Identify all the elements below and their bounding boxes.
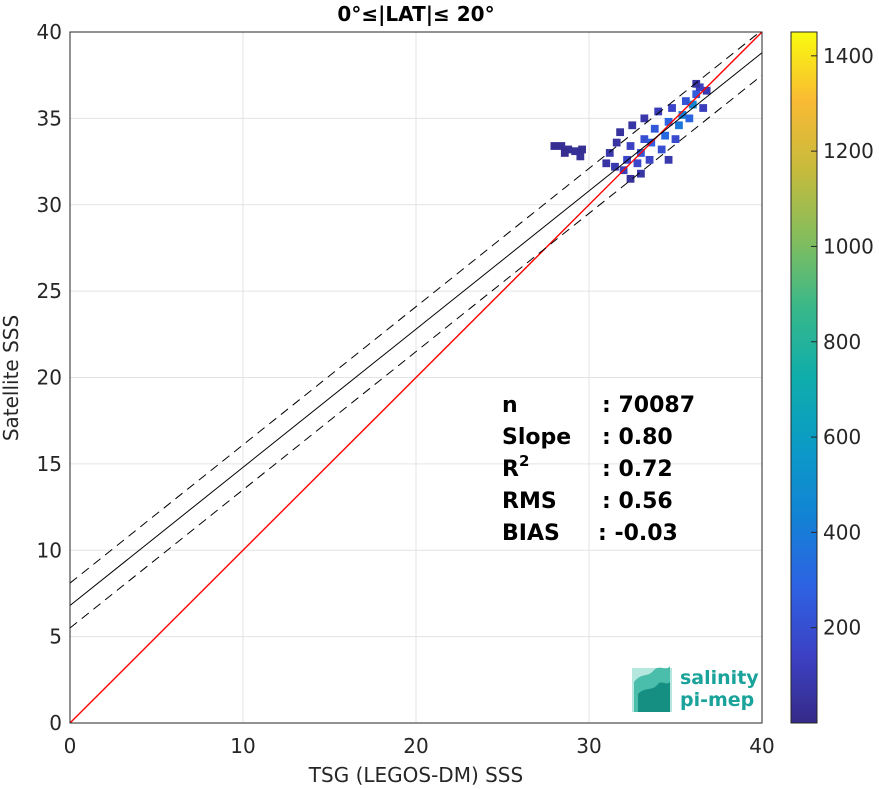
x-axis-label: TSG (LEGOS-DM) SSS <box>308 763 523 787</box>
colorbar-tick-label: 1000 <box>823 234 874 258</box>
x-tick-label: 10 <box>230 734 255 758</box>
colorbar-gradient <box>790 31 818 724</box>
colorbar: 200 400 600 800 1000 1200 1400 <box>790 31 874 724</box>
y-tick-label: 10 <box>37 538 62 562</box>
density-cell <box>626 142 635 150</box>
density-cell <box>664 155 673 164</box>
logo-line2: pi-mep <box>680 689 754 711</box>
stat-label: RMS <box>502 489 557 514</box>
colorbar-tick-label: 800 <box>823 330 861 354</box>
density-cell <box>637 169 645 178</box>
stat-value: : 0.56 <box>602 489 673 514</box>
plot-title: 0°≤|LAT|≤ 20° <box>337 2 494 26</box>
density-cell <box>611 162 619 171</box>
y-tick-label: 15 <box>37 452 62 476</box>
stat-value: : -0.03 <box>598 521 678 546</box>
density-cell <box>692 79 701 88</box>
density-cell <box>576 152 585 161</box>
y-tick-label: 5 <box>49 625 62 649</box>
density-cell <box>657 145 666 154</box>
stat-label: BIAS <box>502 521 560 546</box>
stat-value: : 0.72 <box>602 457 673 482</box>
density-cell <box>650 124 659 133</box>
y-tick-label: 35 <box>37 106 62 130</box>
density-cell <box>571 147 580 156</box>
density-cell <box>560 149 569 157</box>
density-cell <box>602 159 611 168</box>
colorbar-ticks: 200 400 600 800 1000 1200 1400 <box>811 44 874 640</box>
density-cell <box>675 121 683 130</box>
density-cell <box>550 142 559 150</box>
density-cell <box>678 111 687 119</box>
density-cell <box>692 90 701 99</box>
reference-lines <box>70 32 762 723</box>
colorbar-tick-label: 400 <box>823 520 861 544</box>
density-cell <box>605 149 614 157</box>
density-cell <box>664 117 673 126</box>
colorbar-tick-label: 600 <box>823 425 861 449</box>
density-cell <box>661 131 670 140</box>
colorbar-tick-label: 1400 <box>823 44 874 68</box>
density-cell <box>640 114 649 123</box>
y-tick-label: 30 <box>37 193 62 217</box>
identity-line <box>70 32 762 723</box>
regression-line <box>70 52 762 606</box>
x-tick-label: 0 <box>64 734 77 758</box>
x-tick-label: 20 <box>403 734 428 758</box>
density-cell <box>654 107 663 116</box>
colorbar-tick-label: 1200 <box>823 139 874 163</box>
density-cell <box>623 155 631 164</box>
density-cell <box>616 128 625 137</box>
x-tick-labels: 0 10 20 30 40 <box>64 734 775 758</box>
density-cell <box>612 138 621 147</box>
wave-logo-icon <box>632 666 672 712</box>
density-cell <box>702 86 711 95</box>
density-cell <box>699 104 708 112</box>
plot-frame <box>69 31 763 724</box>
y-axis-label: Satellite SSS <box>0 315 23 441</box>
density-cell <box>626 174 635 183</box>
x-tick-label: 30 <box>576 734 601 758</box>
salinity-pi-mep-logo: salinity pi-mep <box>632 666 759 712</box>
density-cell <box>668 104 676 112</box>
regression-lower-line <box>70 74 762 629</box>
stat-label: n <box>502 393 518 418</box>
y-tick-labels: 0 5 10 15 20 25 30 35 40 <box>37 20 62 735</box>
density-cell <box>681 97 690 105</box>
logo-line1: salinity <box>680 667 759 689</box>
y-tick-label: 0 <box>49 711 62 735</box>
stat-value: : 0.80 <box>602 425 673 450</box>
y-tick-label: 25 <box>37 279 62 303</box>
density-cell <box>688 100 697 109</box>
density-cell <box>645 155 654 164</box>
density-cell <box>671 135 680 143</box>
density-cell <box>557 142 566 150</box>
density-cell <box>633 159 642 168</box>
density-cell <box>685 114 694 123</box>
stat-label: Slope <box>502 425 571 450</box>
stat-value: : 70087 <box>602 393 695 418</box>
colorbar-tick-label: 200 <box>823 616 861 640</box>
x-tick-label: 40 <box>749 734 774 758</box>
density-cell <box>578 145 586 154</box>
y-tick-label: 40 <box>37 20 62 44</box>
density-cell <box>640 135 649 143</box>
regression-upper-line <box>70 32 761 584</box>
density-cell <box>628 121 637 130</box>
y-tick-label: 20 <box>37 366 62 390</box>
